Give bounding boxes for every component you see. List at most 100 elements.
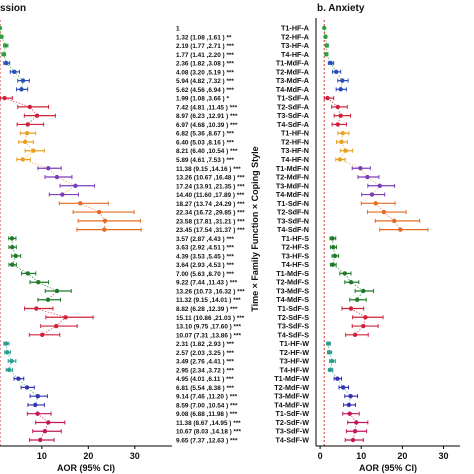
point-estimate <box>20 78 26 83</box>
point-estimate <box>377 183 382 188</box>
point-estimate <box>350 437 356 443</box>
row-label: T4-HF-N <box>281 155 309 164</box>
ci-text: 2.19 (1.77 ,2.71 ) *** <box>176 43 234 50</box>
point-estimate <box>54 323 59 329</box>
point-estimate <box>328 367 333 373</box>
point-estimate <box>20 157 25 162</box>
point-estimate <box>3 43 8 48</box>
point-estimate <box>325 95 330 101</box>
row-label: T2-MdF-S <box>276 278 309 287</box>
point-estimate <box>25 122 30 127</box>
point-estimate <box>330 262 336 267</box>
ci-text: 2.36 (1.82 ,3.08 ) *** <box>176 61 234 68</box>
ci-text: 3.49 (2.76 ,4.41 ) *** <box>176 359 234 366</box>
ci-text: 1 <box>176 26 180 33</box>
point-estimate <box>342 271 347 276</box>
point-estimate <box>9 236 15 241</box>
row-label: T3-MdF-N <box>276 181 309 190</box>
point-estimate <box>365 174 370 180</box>
point-estimate <box>78 201 83 206</box>
row-label: T1-MdF-N <box>276 164 309 173</box>
ci-text: 13.26 (10.67 ,16.48 ) *** <box>176 175 245 182</box>
point-estimate <box>339 139 344 145</box>
row-label: T2-MdF-W <box>274 383 309 392</box>
row-label: T2-MdF-N <box>276 173 309 182</box>
ci-text: 8.97 (6.23 ,12.91 ) *** <box>176 113 238 120</box>
trend-line <box>37 413 49 441</box>
x-tick-label: 30 <box>439 451 449 461</box>
panel-b-plot: T1-HF-AT2-HF-AT3-HF-AT4-HF-AT1-MdF-AT2-M… <box>274 18 460 473</box>
panel-a-title: ssion <box>0 3 26 14</box>
point-estimate <box>329 358 335 364</box>
point-estimate <box>2 95 7 101</box>
row-label: T4-MdF-S <box>276 295 309 304</box>
point-estimate <box>35 393 41 399</box>
x-axis-label: AOR (95% CI) <box>57 463 115 473</box>
point-estimate <box>36 280 41 285</box>
point-estimate <box>333 69 339 75</box>
row-label: T4-SdF-W <box>275 436 309 445</box>
point-estimate <box>63 315 68 320</box>
point-estimate <box>42 429 48 434</box>
point-estimate <box>340 130 345 136</box>
x-tick-label: 0 <box>318 451 323 461</box>
row-label: T1-SdF-A <box>277 94 309 103</box>
point-estimate <box>16 376 21 381</box>
row-label: T1-HF-A <box>281 24 309 33</box>
ci-text: 3.63 (2.92 ,4.51 ) *** <box>176 245 234 252</box>
point-estimate <box>324 43 329 48</box>
panel-b-y-axis-label: Time × Family Function × Coping Style <box>250 146 260 311</box>
point-estimate <box>335 104 341 110</box>
point-estimate <box>39 332 45 338</box>
row-label: T2-HF-S <box>281 243 309 252</box>
row-label: T4-MdF-W <box>274 400 309 409</box>
point-estimate <box>352 332 358 338</box>
ci-text: 4.08 (3.20 ,5.19 ) *** <box>176 69 234 76</box>
ci-text: 11.38 (9.15 ,14.16 ) *** <box>176 166 241 173</box>
point-estimate <box>331 244 336 250</box>
point-estimate <box>348 280 354 285</box>
x-tick-label: 30 <box>130 451 140 461</box>
row-label: T1-HF-W <box>279 339 309 348</box>
point-estimate <box>348 306 354 311</box>
row-label: T3-MdF-A <box>276 76 309 85</box>
x-tick-label: 20 <box>397 451 407 461</box>
ci-text: 13.26 (10.73 ,16.32 ) *** <box>176 288 245 295</box>
ci-text: 9.14 (7.46 ,11.20 ) *** <box>176 394 238 401</box>
ci-text: 2.95 (2.34 ,3.72 ) *** <box>176 367 234 374</box>
point-estimate <box>13 253 18 259</box>
point-estimate <box>54 174 60 180</box>
row-label: T3-HF-S <box>281 251 309 260</box>
point-estimate <box>361 288 366 294</box>
point-estimate <box>373 201 378 206</box>
panel-a-plot: 11.32 (1.08 ,1.61 ) ** 2.19 (1.77 ,2.71 )… <box>0 20 245 473</box>
ci-text: 3.64 (2.93 ,4.53 ) *** <box>176 262 234 269</box>
point-estimate <box>326 341 331 346</box>
ci-text: 11.32 (9.15 ,14.01 ) *** <box>176 297 241 304</box>
ci-text: 5.62 (4.56 ,6.94 ) *** <box>176 87 234 94</box>
point-estimate <box>24 130 30 136</box>
point-estimate <box>352 429 358 434</box>
point-estimate <box>338 113 343 118</box>
trend-line <box>375 203 401 230</box>
trend-line <box>21 133 77 195</box>
point-estimate <box>337 157 343 162</box>
panel-b-title: b. Anxiety <box>317 3 365 14</box>
ci-text: 18.27 (13.74 ,24.29 ) *** <box>176 201 245 208</box>
row-label: T3-MdF-W <box>274 392 309 401</box>
row-label: T3-MdF-S <box>276 286 309 295</box>
point-estimate <box>1 52 6 57</box>
point-estimate <box>328 60 334 66</box>
row-label: T1-SdF-W <box>275 409 309 418</box>
point-estimate <box>335 376 340 381</box>
ci-text: 8.21 (6.40 ,10.54 ) *** <box>176 148 238 155</box>
row-label: T2-SdF-A <box>277 102 309 111</box>
row-label: T4-SdF-A <box>277 120 309 129</box>
x-tick-label: 20 <box>83 451 93 461</box>
point-estimate <box>9 358 14 364</box>
point-estimate <box>363 315 368 320</box>
ci-text: 22.34 (16.72 ,29.85 ) *** <box>176 210 245 217</box>
trend-line <box>36 308 67 336</box>
row-label: T4-SdF-N <box>277 225 309 234</box>
ci-text: 15.11 (10.86 ,21.03 ) *** <box>176 315 245 322</box>
